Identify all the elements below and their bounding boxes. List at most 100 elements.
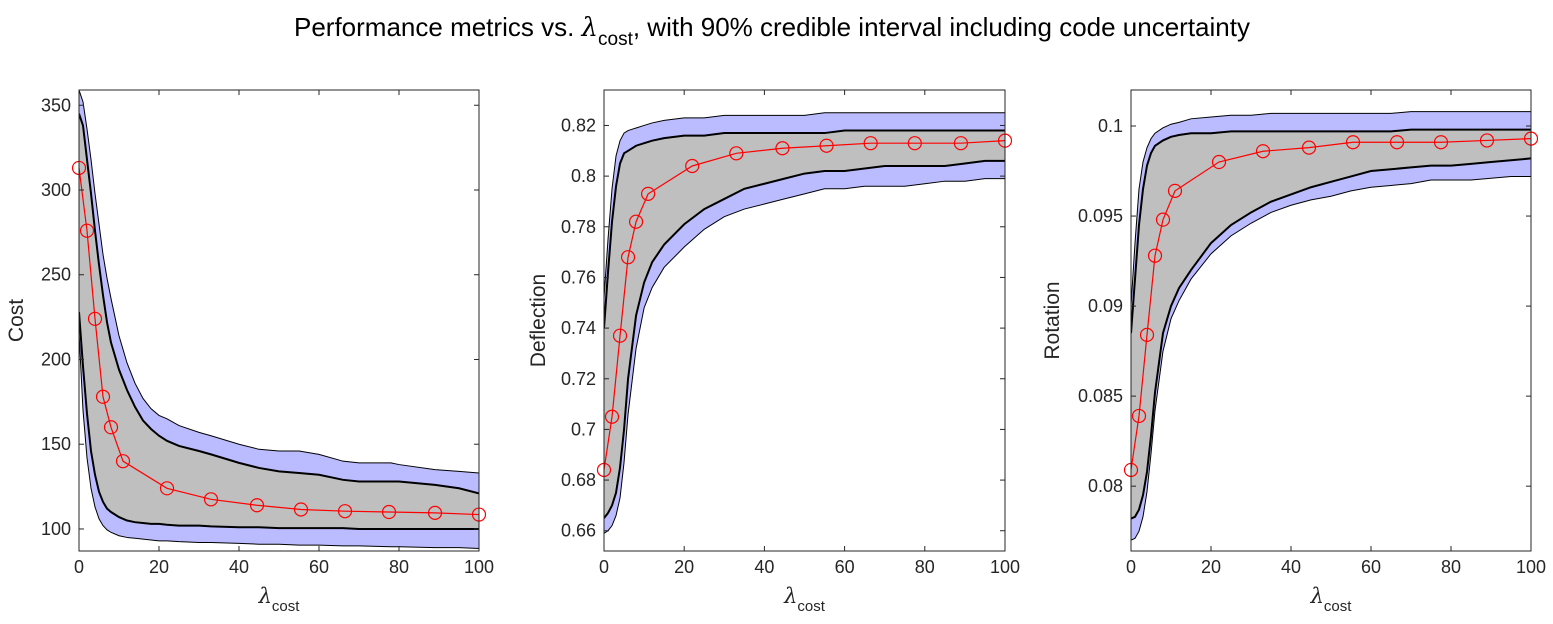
- deflection-mean-point: [819, 138, 834, 153]
- rotation-x-tick-label: 100: [1516, 557, 1546, 577]
- deflection-y-tick-label: 0.82: [561, 115, 596, 135]
- title-suffix: , with 90% credible interval including c…: [633, 12, 1250, 42]
- cost-x-label-symbol: λ: [258, 584, 272, 608]
- rotation-mean-point: [1131, 408, 1147, 424]
- cost-mean-point: [79, 223, 95, 238]
- deflection-outer-upper-edge: [604, 112, 1005, 298]
- rotation-x-tick-label: 60: [1361, 557, 1381, 577]
- deflection-x-axis-label: λcost: [783, 584, 826, 615]
- deflection-mean-point: [628, 214, 644, 229]
- deflection-x-tick-label: 80: [915, 557, 935, 577]
- cost-y-tick-label: 250: [41, 265, 71, 285]
- deflection-inner-upper-edge: [604, 129, 1005, 329]
- deflection-x-label-subscript: cost: [797, 598, 825, 615]
- rotation-mean-point: [1255, 144, 1271, 159]
- cost-mean-point: [249, 498, 265, 513]
- rotation-mean-point: [1301, 140, 1317, 155]
- cost-mean-point: [95, 389, 111, 404]
- cost-x-tick-label: 60: [309, 557, 329, 577]
- deflection-y-tick-label: 0.8: [571, 166, 596, 186]
- cost-x-tick-label: 40: [229, 557, 249, 577]
- cost-x-tick-label: 80: [389, 557, 409, 577]
- cost-mean-point: [103, 420, 119, 435]
- rotation-outer-upper-edge: [1131, 111, 1531, 307]
- deflection-y-axis-label: Deflection: [527, 274, 550, 367]
- deflection-x-tick-label: 60: [835, 557, 855, 577]
- cost-mean-point: [337, 504, 353, 519]
- deflection-x-label-symbol: λ: [783, 584, 797, 608]
- title-lambda-symbol: λ: [581, 13, 598, 43]
- deflection-mean-point: [907, 136, 922, 151]
- deflection-outer-lower-edge: [604, 178, 1005, 534]
- cost-y-tick-label: 300: [41, 180, 71, 200]
- chart-panels: 0 20 40 60 80 100100150200250300350λcostCost0…: [5, 89, 1546, 615]
- rotation-x-label-subscript: cost: [1324, 598, 1352, 615]
- cost-mean-point: [159, 481, 175, 496]
- rotation-mean-point: [1211, 154, 1227, 170]
- title-subscript: cost: [598, 29, 634, 50]
- rotation-outer-lower-edge: [1131, 175, 1531, 541]
- cost-x-label-subscript: cost: [272, 598, 300, 615]
- cost-outer-credible-band: [79, 90, 479, 549]
- chart-cost: 0 20 40 60 80 100 100 150 200 250 300 350 λcost Cost: [5, 89, 494, 615]
- figure-title: Performance metrics vs. λcost, with 90% …: [294, 12, 1250, 50]
- deflection-axes-box: [603, 89, 1006, 552]
- rotation-y-axis-label: Rotation: [1041, 281, 1064, 359]
- deflection-x-tick-label: 20: [674, 557, 694, 577]
- deflection-y-tick-label: 0.76: [561, 267, 596, 287]
- deflection-y-tick-label: 0.66: [561, 521, 596, 541]
- rotation-x-axis-label: λcost: [1310, 584, 1353, 615]
- cost-mean-point: [427, 505, 443, 520]
- cost-x-tick-label: 0: [74, 557, 84, 577]
- cost-inner-upper-edge: [79, 113, 479, 495]
- deflection-mean-point: [604, 409, 620, 424]
- deflection-y-tick-label: 0.74: [561, 318, 596, 338]
- cost-y-tick-label: 200: [41, 349, 71, 369]
- rotation-mean-point: [1167, 183, 1183, 198]
- cost-plot-area: [79, 90, 479, 549]
- cost-mean-point: [115, 454, 131, 469]
- deflection-y-tick-label: 0.78: [561, 217, 596, 237]
- cost-x-tick-label: 100: [464, 557, 494, 577]
- rotation-y-tick-label: 0.1: [1098, 116, 1123, 136]
- rotation-inner-lower-edge: [1131, 157, 1531, 520]
- deflection-y-tick-label: 0.72: [561, 369, 596, 389]
- rotation-x-tick-label: 0: [1126, 557, 1136, 577]
- deflection-y-tick-label: 0.7: [571, 419, 596, 439]
- rotation-mean-point: [1345, 135, 1361, 150]
- deflection-mean-point: [953, 136, 968, 151]
- deflection-mean-point: [641, 186, 656, 201]
- cost-mean-point: [381, 504, 397, 520]
- deflection-inner-credible-band: [604, 130, 1005, 519]
- cost-outer-lower-edge: [79, 332, 479, 549]
- deflection-mean-point: [612, 328, 628, 343]
- deflection-mean-point: [685, 158, 700, 174]
- rotation-plot-area: [1131, 111, 1531, 541]
- deflection-mean-point: [775, 141, 790, 156]
- rotation-mean-point: [1147, 248, 1163, 263]
- deflection-mean-point: [729, 146, 744, 161]
- chart-rotation: 0 20 40 60 80 100 0.08 0.085 0.09 0.095 0.1 λcost Ro…: [1041, 89, 1546, 615]
- rotation-inner-upper-edge: [1131, 128, 1531, 334]
- deflection-x-tick-label: 0: [599, 557, 609, 577]
- deflection-plot-area: [604, 112, 1005, 534]
- rotation-mean-line: [1130, 138, 1532, 471]
- rotation-mean-point: [1389, 135, 1405, 150]
- rotation-x-tick-label: 80: [1441, 557, 1461, 577]
- rotation-mean-point: [1433, 135, 1449, 150]
- deflection-x-tick-label: 100: [990, 557, 1020, 577]
- deflection-inner-lower-edge: [604, 159, 1005, 519]
- rotation-x-tick-label: 40: [1281, 557, 1301, 577]
- cost-mean-point: [293, 502, 309, 517]
- cost-mean-point: [203, 492, 219, 507]
- cost-outer-upper-edge: [79, 90, 479, 474]
- rotation-mean-point: [1479, 133, 1495, 148]
- rotation-y-tick-label: 0.085: [1078, 386, 1123, 406]
- deflection-y-tick-label: 0.68: [561, 470, 596, 490]
- rotation-y-tick-label: 0.095: [1078, 206, 1123, 226]
- rotation-inner-credible-band: [1131, 129, 1531, 519]
- deflection-x-tick-label: 40: [754, 557, 774, 577]
- deflection-mean-point: [620, 250, 636, 265]
- chart-deflection: 0 20 40 60 80 100 0.66 0.68 0.7 0.72 0.74 0.76 0.78 0…: [527, 89, 1020, 615]
